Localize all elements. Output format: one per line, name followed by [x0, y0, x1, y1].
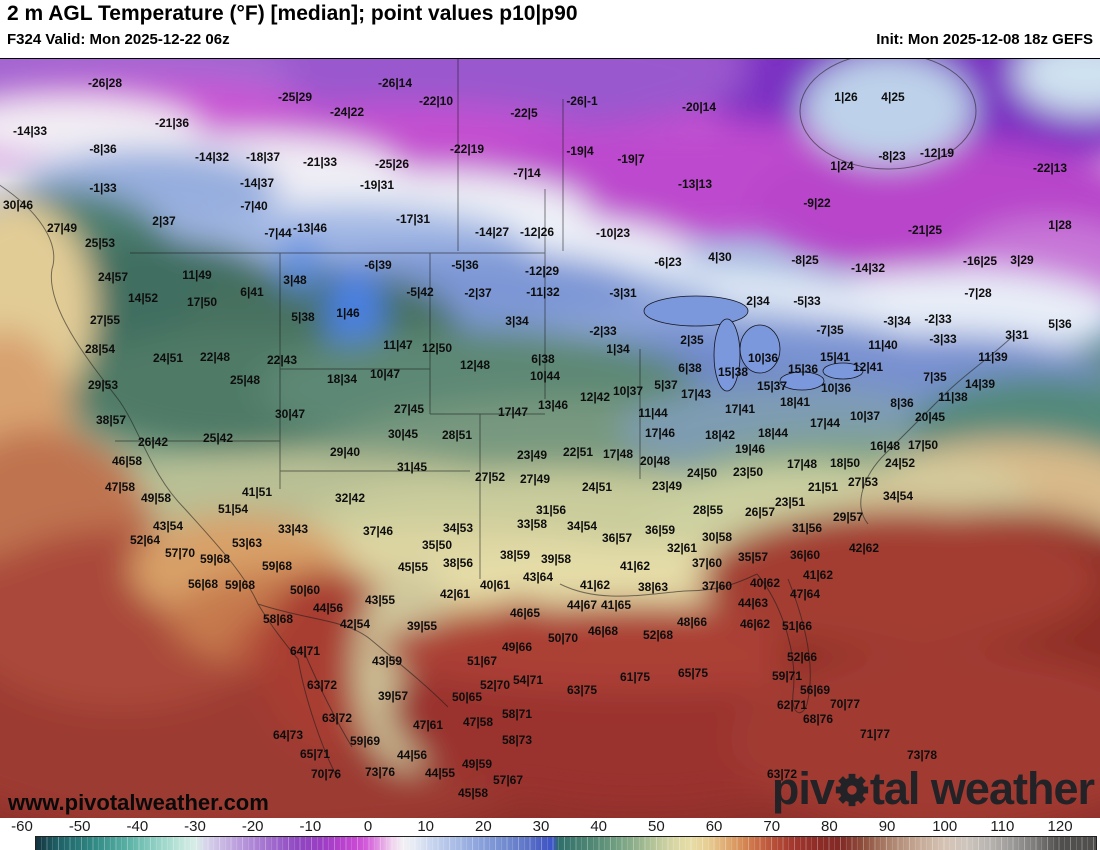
brand-watermark: piv tal weather: [771, 760, 1095, 818]
colorbar-gradient: [35, 836, 1097, 850]
colorbar-tick-label: -20: [241, 818, 264, 835]
init-time-label: Init: Mon 2025-12-08 18z GEFS: [876, 31, 1093, 48]
colorbar-tick-label: 0: [363, 818, 373, 835]
colorbar-tick-label: 110: [990, 818, 1015, 835]
colorbar-segments: [36, 837, 1096, 850]
colorbar-tick-label: -10: [299, 818, 322, 835]
colorbar-tick-label: -40: [126, 818, 149, 835]
colorbar-tick-label: 70: [763, 818, 781, 835]
colorbar-tick-label: 90: [878, 818, 896, 835]
temperature-field-graphic: [0, 59, 1100, 819]
brand-text-right: tal weather: [869, 763, 1095, 814]
colorbar-area: -60 -50 -40 -30 -20 -10 0 10 20 30 40 50 60 70 80 90 100…: [0, 818, 1100, 850]
colorbar-tick-label: 120: [1047, 818, 1073, 835]
colorbar-tick-label: -30: [184, 818, 206, 835]
colorbar-tick-label: -50: [68, 818, 91, 835]
colorbar-tick-label: 100: [932, 818, 958, 835]
colorbar-tick-label: 30: [532, 818, 550, 835]
great-lakes: [643, 295, 864, 392]
colorbar-tick-label: 80: [821, 818, 838, 835]
gear-icon: [835, 766, 869, 818]
map-subheader: F324 Valid: Mon 2025-12-22 06z Init: Mon…: [7, 31, 1093, 53]
map-header: 2 m AGL Temperature (°F) [median]; point…: [0, 0, 1100, 58]
site-watermark: www.pivotalweather.com: [8, 790, 269, 815]
valid-time-label: F324 Valid: Mon 2025-12-22 06z: [7, 31, 230, 48]
colorbar-tick-label: 20: [475, 818, 492, 835]
colorbar-ticks: -60 -50 -40 -30 -20 -10 0 10 20 30 40 50 60 70 80 90 100…: [0, 818, 1100, 835]
map-borders: [0, 59, 1016, 780]
brand-text-left: piv: [771, 763, 835, 814]
colorbar-tick-label: 10: [417, 818, 435, 835]
map-title: 2 m AGL Temperature (°F) [median]; point…: [7, 2, 578, 25]
temperature-map-canvas: [0, 58, 1100, 820]
colorbar-tick-label: 60: [705, 818, 723, 835]
colorbar-tick-label: 50: [648, 818, 665, 835]
colorbar-tick-label: 40: [590, 818, 608, 835]
colorbar-tick-label: -60: [11, 818, 33, 835]
